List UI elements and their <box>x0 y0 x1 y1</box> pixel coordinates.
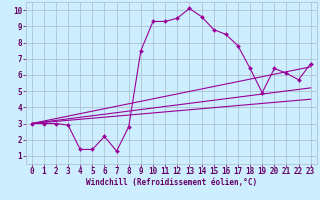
X-axis label: Windchill (Refroidissement éolien,°C): Windchill (Refroidissement éolien,°C) <box>86 178 257 187</box>
